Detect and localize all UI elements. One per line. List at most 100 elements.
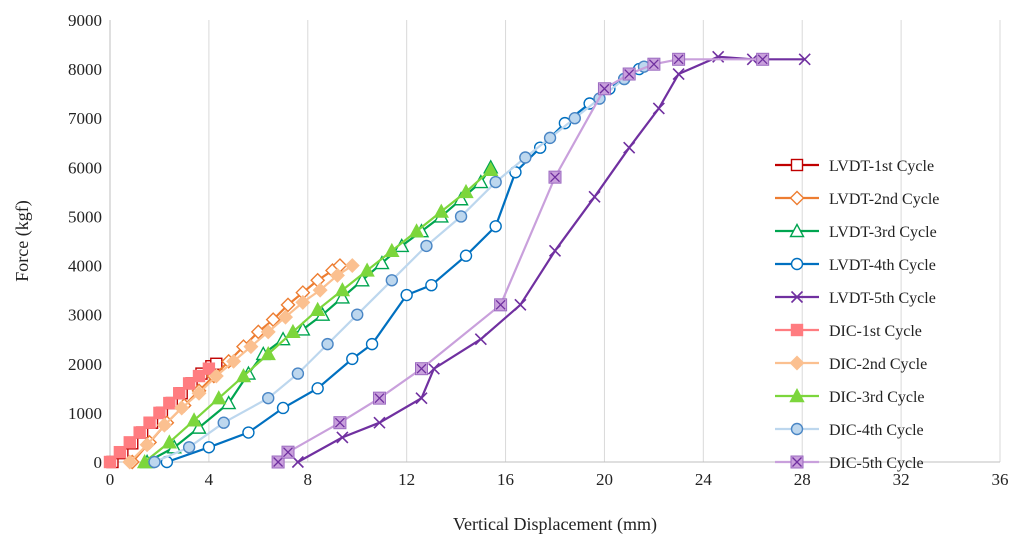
data-point — [459, 249, 473, 262]
data-point — [333, 416, 347, 430]
marker-cross — [495, 299, 506, 310]
legend-marker — [789, 355, 805, 371]
legend-item-9: DIC-5th Cycle — [775, 455, 924, 472]
data-point — [243, 339, 259, 355]
data-point — [139, 437, 155, 453]
data-point — [281, 445, 295, 459]
legend-marker — [790, 455, 804, 469]
data-point — [433, 203, 449, 218]
data-point — [385, 274, 399, 287]
y-tick-label: 1000 — [68, 404, 102, 423]
data-point — [278, 309, 294, 325]
data-point — [113, 445, 127, 459]
axes — [109, 20, 1000, 463]
marker-cross — [416, 363, 427, 374]
data-point — [186, 412, 202, 427]
legend-marker — [790, 422, 804, 436]
data-point — [372, 391, 386, 405]
legend: LVDT-1st Cycle LVDT-2nd Cycle LVDT-3rd Cyc… — [775, 158, 939, 472]
series-9 — [271, 52, 770, 469]
data-point — [415, 392, 428, 405]
data-point — [143, 416, 156, 429]
data-point — [458, 183, 474, 199]
legend-item-7: DIC-3rd Cycle — [775, 388, 925, 406]
data-point — [543, 131, 557, 145]
marker-cross — [273, 457, 284, 467]
data-point — [373, 416, 386, 429]
x-tick-label: 24 — [695, 470, 713, 489]
data-point — [211, 390, 227, 405]
marker-cross — [757, 54, 768, 65]
y-tick-label: 7000 — [68, 109, 102, 128]
data-point — [420, 239, 433, 253]
data-point — [280, 297, 296, 313]
data-point — [354, 272, 370, 287]
data-point — [558, 116, 572, 130]
legend-marker — [789, 388, 805, 403]
data-point — [384, 242, 400, 258]
legend-label: LVDT-1st Cycle — [829, 158, 934, 175]
data-point — [235, 368, 252, 383]
legend-label: DIC-1st Cycle — [829, 323, 922, 340]
x-tick-label: 32 — [893, 470, 910, 489]
data-point — [568, 112, 581, 125]
data-point — [262, 391, 275, 405]
data-point — [312, 282, 328, 298]
data-point — [798, 53, 811, 66]
y-tick-label: 4000 — [68, 257, 102, 276]
data-point — [597, 82, 611, 96]
legend-item-3: LVDT-4th Cycle — [775, 257, 936, 274]
marker-cross — [792, 457, 802, 467]
y-tick-label: 0 — [94, 453, 103, 472]
y-tick-label: 5000 — [68, 207, 102, 226]
data-point — [489, 220, 502, 233]
data-point — [182, 377, 196, 390]
data-point — [174, 400, 190, 416]
x-tick-label: 28 — [794, 470, 811, 489]
data-point — [191, 419, 207, 434]
data-point — [156, 417, 172, 433]
legend-marker — [790, 323, 804, 337]
marker-cross — [648, 59, 659, 70]
legend-label: DIC-4th Cycle — [829, 422, 924, 439]
data-point — [425, 279, 438, 292]
data-point — [276, 401, 290, 415]
data-point — [483, 161, 499, 176]
data-point — [271, 455, 285, 469]
data-point — [336, 431, 349, 444]
x-tick-label: 20 — [596, 470, 613, 489]
series-7 — [136, 161, 499, 469]
data-point — [321, 337, 334, 351]
data-point — [202, 362, 216, 375]
data-point — [351, 308, 364, 321]
legend-label: DIC-3rd Cycle — [829, 389, 925, 406]
marker-cross — [374, 393, 385, 404]
data-point — [359, 262, 375, 277]
series-6 — [122, 258, 360, 470]
data-point — [623, 141, 636, 154]
data-point — [136, 454, 153, 469]
data-point — [295, 294, 311, 310]
data-point — [548, 244, 562, 257]
data-point — [153, 406, 166, 420]
data-point — [202, 441, 216, 454]
x-axis-title: Vertical Displacement (mm) — [453, 514, 657, 535]
data-point — [408, 223, 425, 238]
legend-item-0: LVDT-1st Cycle — [775, 158, 934, 175]
series-5 — [103, 362, 216, 469]
marker-cross — [624, 69, 635, 79]
plot-area — [103, 50, 811, 470]
data-point — [250, 324, 266, 340]
legend-label: DIC-2nd Cycle — [829, 356, 927, 373]
data-point — [494, 298, 508, 312]
legend-label: LVDT-5th Cycle — [829, 290, 936, 307]
x-tick-label: 4 — [205, 470, 214, 489]
data-point — [712, 50, 725, 63]
data-point — [548, 170, 562, 184]
x-tick-label: 16 — [497, 470, 514, 489]
marker-cross — [599, 83, 610, 94]
legend-item-6: DIC-2nd Cycle — [775, 355, 927, 373]
x-tick-label: 0 — [106, 470, 115, 489]
data-point — [191, 385, 207, 401]
